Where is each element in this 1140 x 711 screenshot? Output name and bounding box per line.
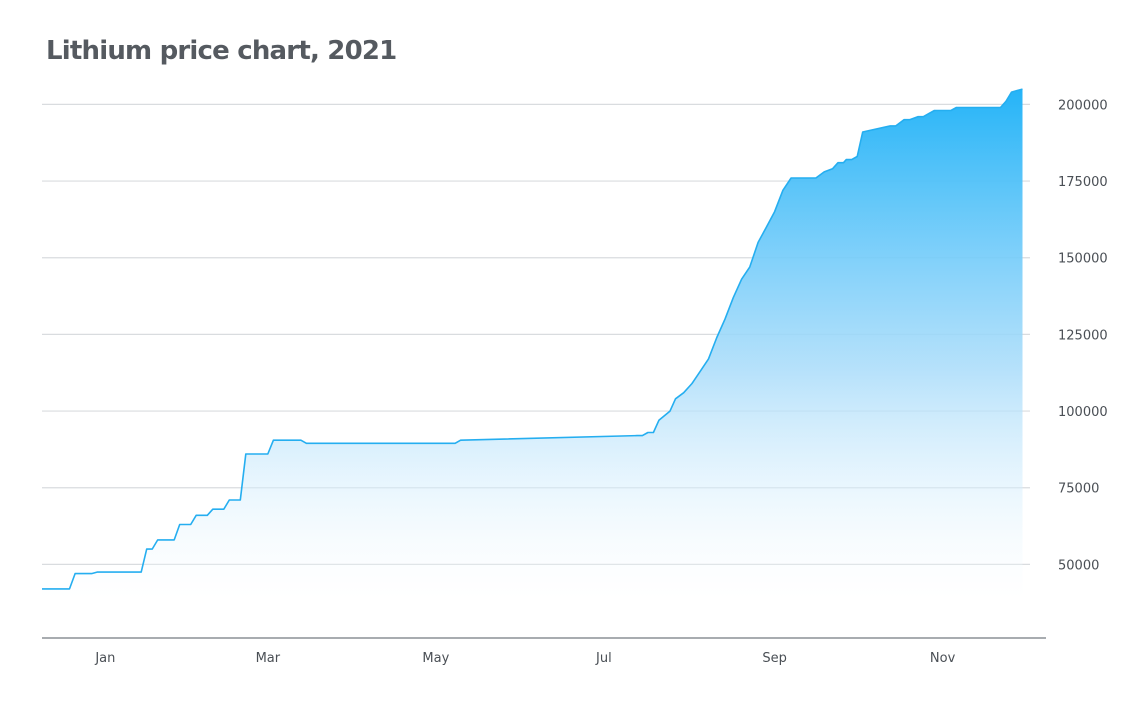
y-tick-label: 125000 (1058, 328, 1108, 343)
x-tick-label: Sep (762, 651, 787, 666)
y-tick-label: 100000 (1058, 405, 1108, 420)
x-tick-label: Jul (595, 651, 612, 666)
x-tick-label: Jan (94, 651, 115, 666)
x-tick-label: Nov (930, 651, 956, 666)
x-axis-labels: Jan Mar May Jul Sep Nov (94, 651, 955, 666)
x-tick-label: Mar (256, 651, 281, 666)
series-line (42, 88, 1023, 590)
y-tick-label: 150000 (1058, 252, 1108, 267)
y-tick-label: 75000 (1058, 482, 1099, 497)
y-tick-label: 175000 (1058, 175, 1108, 190)
x-tick-label: May (422, 651, 449, 666)
y-tick-label: 50000 (1058, 558, 1099, 573)
y-tick-label: 200000 (1058, 98, 1108, 113)
series-area-fill (42, 89, 1023, 600)
chart-title: Lithium price chart, 2021 (46, 36, 397, 66)
y-axis-labels: 50000 75000 100000 125000 150000 175000 200000 (1058, 98, 1108, 573)
